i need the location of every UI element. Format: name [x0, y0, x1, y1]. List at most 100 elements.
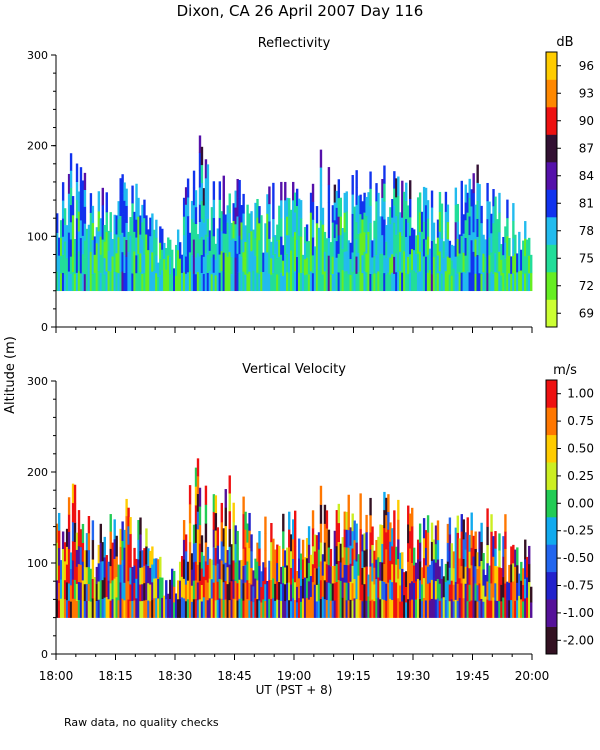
- data-cell: [204, 234, 208, 254]
- data-cell: [295, 239, 299, 258]
- data-cell: [458, 577, 461, 599]
- data-cell: [373, 273, 376, 292]
- data-cell: [460, 272, 463, 292]
- data-cell: [464, 237, 467, 256]
- data-cell: [504, 583, 507, 601]
- data-cell: [317, 583, 321, 601]
- data-cell: [307, 544, 311, 564]
- data-cell: [295, 256, 299, 275]
- data-cell: [470, 600, 473, 618]
- data-cell: [155, 597, 158, 618]
- data-cell: [153, 578, 156, 599]
- data-cell: [508, 600, 511, 618]
- colorbar-swatch: [546, 434, 557, 463]
- data-cell: [434, 275, 438, 292]
- data-cell: [109, 565, 112, 584]
- data-cell: [196, 271, 200, 292]
- data-cell: [466, 212, 469, 233]
- data-cell: [297, 217, 301, 236]
- data-cell: [294, 510, 297, 529]
- data-cell: [178, 274, 182, 292]
- data-cell: [250, 600, 253, 618]
- data-cell: [440, 273, 444, 292]
- colorbar-swatch: [546, 272, 557, 300]
- data-cell: [355, 256, 358, 274]
- data-cell: [508, 564, 511, 583]
- data-cell: [67, 212, 71, 233]
- data-cell: [365, 566, 368, 584]
- data-cell: [472, 576, 475, 598]
- data-cell: [202, 188, 206, 206]
- data-cell: [200, 535, 204, 553]
- data-cell: [226, 550, 229, 568]
- data-cell: [478, 565, 481, 584]
- data-cell: [442, 257, 446, 275]
- data-cell: [466, 192, 469, 213]
- footnote: Raw data, no quality checks: [64, 716, 219, 729]
- data-cell: [226, 205, 229, 223]
- data-cell: [361, 567, 364, 585]
- data-cell: [284, 550, 287, 568]
- data-cell: [69, 568, 73, 586]
- data-cell: [383, 491, 386, 511]
- data-cell: [57, 237, 61, 256]
- data-cell: [468, 567, 471, 585]
- data-cell: [377, 271, 380, 292]
- data-cell: [194, 206, 198, 225]
- data-cell: [476, 200, 479, 219]
- data-cell: [71, 598, 75, 618]
- data-cell: [77, 231, 81, 252]
- data-cell: [456, 256, 460, 274]
- data-cell: [71, 233, 75, 254]
- data-cell: [434, 580, 438, 600]
- data-cell: [440, 220, 444, 239]
- data-cell: [198, 238, 202, 257]
- data-cell: [411, 269, 414, 292]
- data-cell: [131, 220, 134, 239]
- data-cell: [282, 583, 285, 601]
- data-cell: [240, 598, 243, 618]
- data-cell: [407, 256, 410, 274]
- data-cell: [385, 600, 388, 618]
- data-cell: [317, 566, 321, 584]
- data-cell: [87, 583, 91, 601]
- data-cell: [71, 521, 75, 542]
- colorbar-swatch: [546, 626, 557, 655]
- data-cell: [192, 256, 196, 274]
- data-cell: [216, 228, 220, 250]
- data-cell: [500, 584, 503, 602]
- data-cell: [297, 538, 301, 559]
- data-cell: [61, 583, 65, 601]
- data-cell: [508, 582, 511, 601]
- data-cell: [480, 560, 483, 580]
- data-cell: [490, 600, 493, 618]
- data-cell: [212, 564, 216, 583]
- data-cell: [420, 231, 424, 252]
- data-cell: [480, 205, 483, 224]
- data-cell: [216, 599, 220, 618]
- data-cell: [95, 566, 99, 585]
- data-cell: [230, 544, 233, 563]
- data-cell: [500, 568, 503, 585]
- data-cell: [169, 579, 172, 599]
- colorbar-tick-label: 90: [579, 114, 594, 128]
- data-cell: [385, 583, 388, 601]
- data-cell: [488, 255, 491, 274]
- data-cell: [99, 236, 103, 255]
- data-cell: [470, 530, 473, 548]
- data-cell: [488, 582, 491, 601]
- data-cell: [198, 487, 202, 507]
- data-cell: [339, 599, 342, 618]
- data-cell: [91, 205, 95, 224]
- data-cell: [395, 564, 398, 583]
- data-cell: [365, 234, 368, 254]
- data-cell: [254, 202, 257, 221]
- data-cell: [131, 255, 134, 274]
- data-cell: [91, 520, 95, 541]
- x-axis-label: UT (PST + 8): [256, 683, 333, 697]
- data-cell: [93, 597, 97, 618]
- data-cell: [391, 254, 394, 273]
- data-cell: [361, 237, 364, 256]
- data-cell: [303, 557, 307, 578]
- data-cell: [268, 238, 271, 257]
